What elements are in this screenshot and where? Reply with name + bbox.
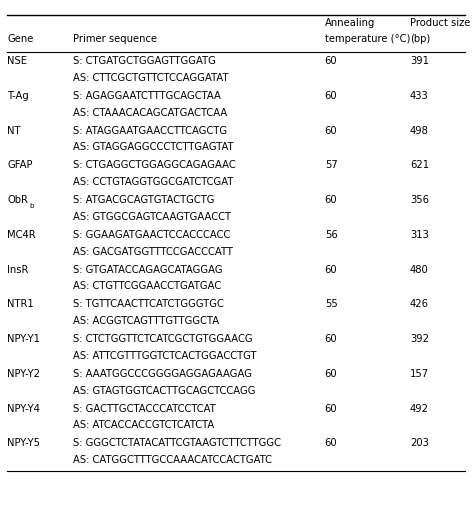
Text: 60: 60 [325, 404, 337, 414]
Text: 60: 60 [325, 126, 337, 136]
Text: 57: 57 [325, 160, 337, 171]
Text: S: AAATGGCCCGGGGAGGAGAAGAG: S: AAATGGCCCGGGGAGGAGAAGAG [73, 369, 253, 379]
Text: S: AGAGGAATCTTTGCAGCTAA: S: AGAGGAATCTTTGCAGCTAA [73, 91, 221, 101]
Text: (bp): (bp) [410, 34, 430, 44]
Text: S: ATAGGAATGAACCTTCAGCTG: S: ATAGGAATGAACCTTCAGCTG [73, 126, 228, 136]
Text: S: TGTTCAACTTCATCTGGGTGC: S: TGTTCAACTTCATCTGGGTGC [73, 299, 224, 310]
Text: 492: 492 [410, 404, 429, 414]
Text: NTR1: NTR1 [7, 299, 34, 310]
Text: NPY-Y5: NPY-Y5 [7, 438, 40, 449]
Text: 55: 55 [325, 299, 337, 310]
Text: ObR: ObR [7, 195, 28, 205]
Text: AS: ACGGTCAGTTTGTTGGCTA: AS: ACGGTCAGTTTGTTGGCTA [73, 316, 219, 326]
Text: InsR: InsR [7, 265, 28, 275]
Text: 391: 391 [410, 56, 429, 66]
Text: Product size: Product size [410, 18, 470, 28]
Text: 356: 356 [410, 195, 429, 205]
Text: 56: 56 [325, 230, 337, 240]
Text: 621: 621 [410, 160, 429, 171]
Text: AS: CATGGCTTTGCCAAACATCCACTGATC: AS: CATGGCTTTGCCAAACATCCACTGATC [73, 455, 273, 465]
Text: S: GGGCTCTATACATTCGTAAGTCTTCTTGGC: S: GGGCTCTATACATTCGTAAGTCTTCTTGGC [73, 438, 282, 449]
Text: S: CTGAGGCTGGAGGCAGAGAAC: S: CTGAGGCTGGAGGCAGAGAAC [73, 160, 236, 171]
Text: 203: 203 [410, 438, 429, 449]
Text: T-Ag: T-Ag [7, 91, 29, 101]
Text: Annealing: Annealing [325, 18, 375, 28]
Text: AS: GTAGGAGGCCCTCTTGAGTAT: AS: GTAGGAGGCCCTCTTGAGTAT [73, 143, 234, 152]
Text: GFAP: GFAP [7, 160, 33, 171]
Text: 60: 60 [325, 195, 337, 205]
Text: AS: GTGGCGAGTCAAGTGAACCT: AS: GTGGCGAGTCAAGTGAACCT [73, 212, 231, 222]
Text: S: CTCTGGTTCTCATCGCTGTGGAACG: S: CTCTGGTTCTCATCGCTGTGGAACG [73, 334, 253, 344]
Text: 498: 498 [410, 126, 429, 136]
Text: NPY-Y1: NPY-Y1 [7, 334, 40, 344]
Text: 60: 60 [325, 56, 337, 66]
Text: AS: ATCACCACCGTCTCATCTA: AS: ATCACCACCGTCTCATCTA [73, 421, 215, 430]
Text: 157: 157 [410, 369, 429, 379]
Text: MC4R: MC4R [7, 230, 36, 240]
Text: 60: 60 [325, 265, 337, 275]
Text: S: GTGATACCAGAGCATAGGAG: S: GTGATACCAGAGCATAGGAG [73, 265, 223, 275]
Text: AS: CTTCGCTGTTCTCCAGGATAT: AS: CTTCGCTGTTCTCCAGGATAT [73, 73, 229, 83]
Text: 313: 313 [410, 230, 429, 240]
Text: 60: 60 [325, 91, 337, 101]
Text: AS: CTGTTCGGAACCTGATGAC: AS: CTGTTCGGAACCTGATGAC [73, 282, 222, 291]
Text: AS: CCTGTAGGTGGCGATCTCGAT: AS: CCTGTAGGTGGCGATCTCGAT [73, 177, 234, 187]
Text: 60: 60 [325, 334, 337, 344]
Text: AS: CTAAACACAGCATGACTCAA: AS: CTAAACACAGCATGACTCAA [73, 108, 228, 118]
Text: NT: NT [7, 126, 20, 136]
Text: S: CTGATGCTGGAGTTGGATG: S: CTGATGCTGGAGTTGGATG [73, 56, 216, 66]
Text: NPY-Y2: NPY-Y2 [7, 369, 40, 379]
Text: Primer sequence: Primer sequence [73, 34, 157, 44]
Text: AS: GACGATGGTTTCCGACCCATT: AS: GACGATGGTTTCCGACCCATT [73, 247, 233, 257]
Text: 433: 433 [410, 91, 429, 101]
Text: b: b [29, 203, 34, 209]
Text: NSE: NSE [7, 56, 27, 66]
Text: 60: 60 [325, 438, 337, 449]
Text: AS: ATTCGTTTGGTCTCACTGGACCTGT: AS: ATTCGTTTGGTCTCACTGGACCTGT [73, 351, 257, 361]
Text: S: GGAAGATGAACTCCACCCACC: S: GGAAGATGAACTCCACCCACC [73, 230, 231, 240]
Text: 426: 426 [410, 299, 429, 310]
Text: Gene: Gene [7, 34, 34, 44]
Text: temperature (°C): temperature (°C) [325, 34, 410, 44]
Text: 60: 60 [325, 369, 337, 379]
Text: AS: GTAGTGGTCACTTGCAGCTCCAGG: AS: GTAGTGGTCACTTGCAGCTCCAGG [73, 386, 256, 396]
Text: NPY-Y4: NPY-Y4 [7, 404, 40, 414]
Text: 392: 392 [410, 334, 429, 344]
Text: 480: 480 [410, 265, 429, 275]
Text: S: ATGACGCAGTGTACTGCTG: S: ATGACGCAGTGTACTGCTG [73, 195, 215, 205]
Text: S: GACTTGCTACCCATCCTCAT: S: GACTTGCTACCCATCCTCAT [73, 404, 216, 414]
